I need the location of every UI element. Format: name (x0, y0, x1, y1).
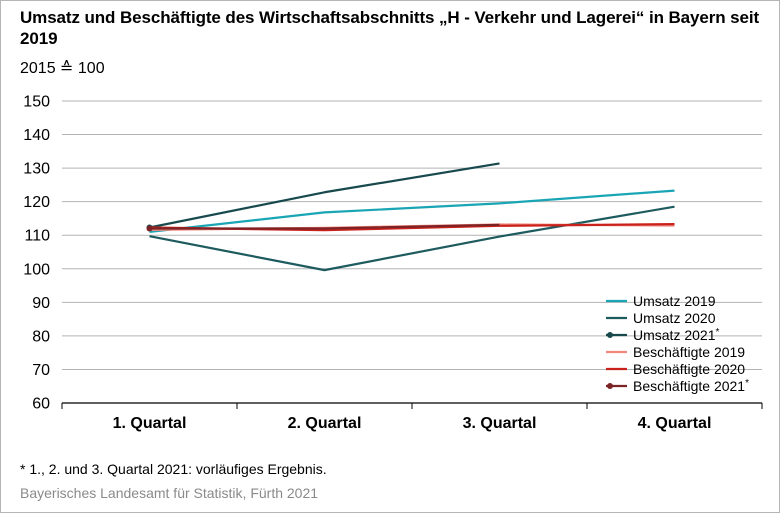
y-tick-label: 80 (32, 328, 50, 345)
x-tick-label: 4. Quartal (638, 415, 712, 432)
legend-label: Umsatz 2020 (633, 310, 716, 326)
x-axis (61, 402, 763, 409)
source-note: Bayerisches Landesamt für Statistik, Für… (20, 485, 319, 501)
series-line (149, 162, 500, 229)
footnote: * 1., 2. und 3. Quartal 2021: vorläufige… (20, 461, 327, 477)
y-tick-label: 60 (32, 396, 50, 413)
series-line (149, 223, 500, 230)
y-tick-label: 70 (32, 362, 50, 379)
gridlines (62, 100, 762, 370)
series-line (149, 189, 675, 233)
y-tick-label: 130 (23, 161, 50, 178)
y-tick-label: 110 (24, 228, 50, 245)
legend-label: Umsatz 2021* (633, 327, 719, 343)
legend-label: Beschäftigte 2021* (633, 378, 749, 394)
chart-subtitle: 2015 ≙ 100 (20, 60, 105, 77)
series-marker (146, 225, 153, 232)
y-tick-label: 100 (23, 261, 50, 278)
x-tick-label: 1. Quartal (113, 415, 187, 432)
legend-marker (607, 383, 613, 389)
x-axis-labels: 1. Quartal 2. Quartal 3. Quartal 4. Quartal (113, 415, 712, 432)
y-tick-label: 140 (23, 127, 50, 144)
legend-label: Beschäftigte 2020 (633, 361, 745, 377)
y-tick-label: 150 (23, 94, 50, 111)
chart-title: Umsatz und Beschäftigte des Wirtschaftsa… (20, 8, 760, 48)
y-tick-label: 120 (23, 194, 50, 211)
x-tick-label: 3. Quartal (463, 415, 537, 432)
legend-label: Umsatz 2019 (633, 293, 716, 309)
legend-label: Beschäftigte 2019 (633, 344, 745, 360)
y-axis-ticks: 60 70 80 90 100 110 120 130 140 150 (23, 94, 50, 413)
series-lines (146, 162, 675, 272)
series-line (149, 205, 675, 272)
y-tick-label: 90 (32, 295, 50, 312)
legend-marker (607, 332, 613, 338)
x-tick-label: 2. Quartal (288, 415, 362, 432)
